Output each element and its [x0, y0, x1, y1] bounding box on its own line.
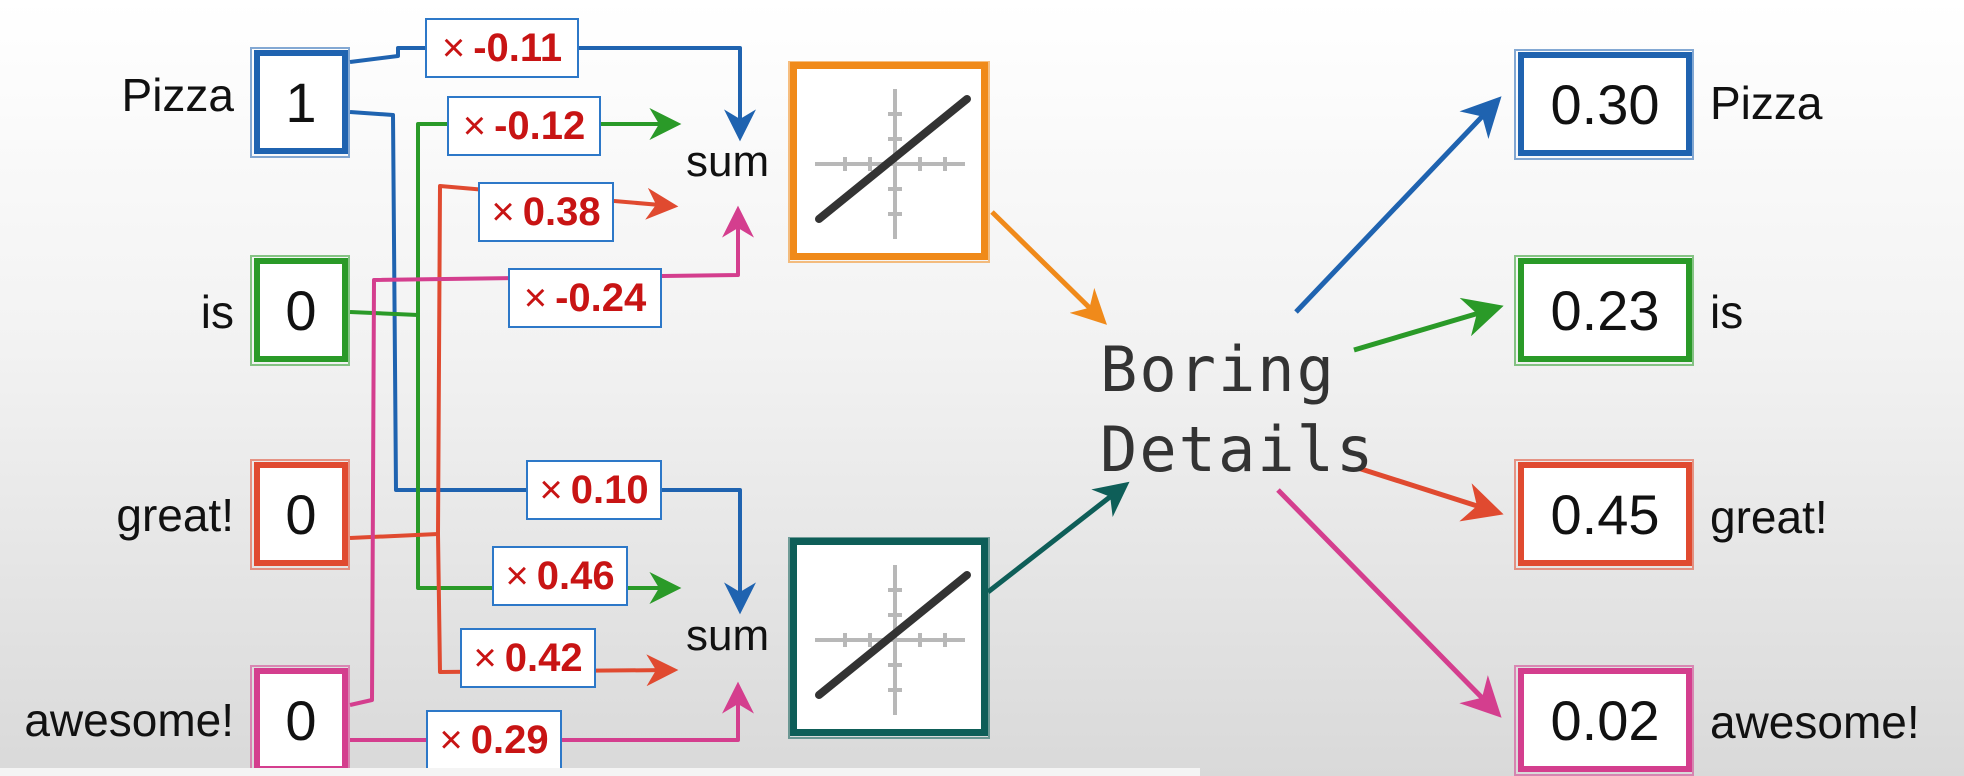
weight-bottom-is: × 0.46 [492, 546, 628, 606]
input-box-pizza: 1 [250, 47, 350, 158]
weight-bottom-awesome: × 0.29 [426, 710, 562, 770]
times-symbol: × [491, 189, 515, 234]
output-value-is: 0.23 [1550, 278, 1660, 342]
times-symbol: × [523, 275, 548, 320]
times-symbol: × [439, 717, 463, 762]
arrow-to-out-pizza [1294, 96, 1502, 314]
times-symbol: × [462, 103, 487, 148]
arrow-to-out-great [1357, 465, 1504, 522]
weight-top-pizza: × -0.11 [425, 18, 579, 78]
weight-bottom-pizza: × 0.10 [526, 460, 662, 520]
weight-top-awesome: × -0.24 [508, 268, 662, 328]
identity-function-graph [815, 565, 971, 715]
input-box-awesome: 0 [250, 665, 350, 776]
times-symbol: × [505, 553, 529, 598]
times-symbol: × [473, 635, 497, 680]
output-box-great: 0.45 [1514, 459, 1694, 570]
output-word-awesome: awesome! [1710, 696, 1920, 748]
boring-line-1: Boring [1100, 333, 1336, 406]
sum-label-top: sum [686, 137, 770, 186]
weight-value: 0.42 [504, 635, 583, 680]
output-box-is: 0.23 [1514, 255, 1694, 366]
input-value-great: 0 [285, 482, 317, 546]
weight-value: 0.38 [522, 189, 601, 234]
input-box-is: 0 [250, 255, 350, 366]
output-box-awesome: 0.02 [1514, 665, 1694, 776]
times-symbol: × [441, 25, 466, 70]
output-word-great: great! [1710, 491, 1828, 543]
output-word-is: is [1710, 286, 1744, 338]
output-value-pizza: 0.30 [1550, 72, 1660, 136]
input-value-is: 0 [285, 278, 317, 342]
weight-value: 0.10 [570, 467, 649, 512]
weight-value: 0.46 [536, 553, 615, 598]
bottom-bar [0, 768, 1200, 776]
input-word-is: is [200, 286, 234, 338]
output-value-awesome: 0.02 [1550, 688, 1660, 752]
weight-value: -0.12 [494, 103, 586, 148]
weight-value: 0.29 [470, 717, 549, 762]
output-value-great: 0.45 [1550, 482, 1660, 546]
weight-top-great: × 0.38 [478, 182, 614, 242]
input-word-pizza: Pizza [121, 69, 234, 121]
arrow-act1-to-boring [990, 210, 1107, 325]
arrow-to-out-awesome [1276, 488, 1502, 718]
arrow-to-out-is [1353, 297, 1504, 353]
wire-awesome-top [349, 205, 754, 707]
output-box-pizza: 0.30 [1514, 49, 1694, 160]
weight-value: -0.24 [555, 275, 647, 320]
input-box-great: 0 [250, 459, 350, 570]
identity-function-graph [815, 89, 971, 239]
activation-box-top [788, 61, 990, 263]
input-word-awesome: awesome! [24, 694, 234, 746]
arrow-act2-to-boring [986, 481, 1130, 594]
input-word-great: great! [116, 489, 234, 541]
boring-line-2: Details [1100, 413, 1376, 486]
input-value-awesome: 0 [285, 688, 317, 752]
output-word-pizza: Pizza [1710, 77, 1823, 129]
input-value-pizza: 1 [285, 70, 317, 134]
activation-box-bottom [788, 537, 990, 739]
times-symbol: × [539, 467, 563, 512]
weight-top-is: × -0.12 [447, 96, 601, 156]
weight-value: -0.11 [473, 25, 563, 70]
wire-pizza-bottom [349, 110, 756, 615]
weight-bottom-great: × 0.42 [460, 628, 596, 688]
boring-details: Boring Details [1100, 330, 1375, 490]
wire-pizza-top [349, 46, 756, 142]
sum-label-bottom: sum [686, 611, 770, 660]
